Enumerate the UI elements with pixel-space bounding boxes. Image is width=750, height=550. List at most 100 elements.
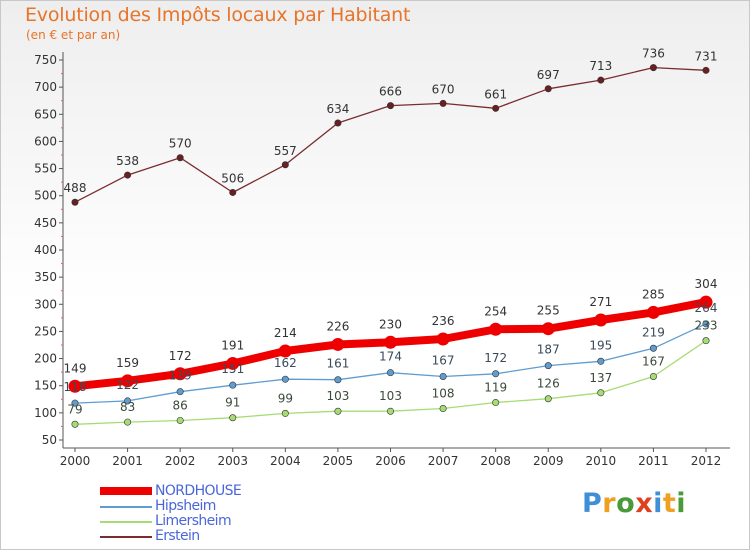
- data-label: 506: [221, 171, 244, 185]
- x-tick-label: 2004: [270, 454, 301, 468]
- x-tick-label: 2008: [480, 454, 511, 468]
- y-tick-label: 300: [34, 297, 57, 311]
- data-labels: 149 159 172 191 214 226 230 236 254 255 271 285 304 1…: [64, 47, 718, 417]
- data-point: [278, 344, 292, 358]
- data-point: [702, 320, 710, 328]
- data-point: [229, 414, 237, 422]
- chart-subtitle: (en € et par an): [26, 28, 121, 42]
- legend-swatch: [100, 536, 152, 538]
- data-point: [544, 362, 552, 370]
- legend-item-hipsheim: Hipsheim: [100, 499, 300, 514]
- data-label: 236: [432, 314, 455, 328]
- data-point: [439, 99, 447, 107]
- data-point: [544, 395, 552, 403]
- data-point: [492, 370, 500, 378]
- line-chart: 50 100 150 200 250 300 350 400 450 500 550 600 650 70…: [34, 47, 730, 468]
- data-label: 488: [64, 181, 87, 195]
- data-label: 731: [695, 49, 718, 63]
- legend-label: NORDHOUSE: [155, 483, 242, 499]
- data-label: 304: [695, 277, 718, 291]
- data-point: [702, 66, 710, 74]
- data-label: 557: [274, 144, 297, 158]
- data-label: 233: [695, 319, 718, 333]
- y-tick-label: 200: [34, 352, 57, 366]
- data-point: [176, 388, 184, 396]
- legend-item-limersheim: Limersheim: [100, 514, 300, 529]
- x-tick-label: 2006: [375, 454, 406, 468]
- data-label: 570: [169, 137, 192, 151]
- y-tick-label: 750: [34, 53, 57, 67]
- chart-title: Evolution des Impôts locaux par Habitant: [25, 4, 411, 26]
- legend-swatch: [100, 487, 152, 495]
- y-tick-label: 550: [34, 162, 57, 176]
- data-label: 195: [589, 338, 612, 352]
- data-label: 162: [274, 356, 297, 370]
- legend-item-nordhouse: NORDHOUSE: [100, 484, 300, 499]
- data-point: [386, 102, 394, 110]
- legend-label: Hipsheim: [155, 498, 216, 514]
- y-tick-label: 500: [34, 189, 57, 203]
- data-label: 214: [274, 326, 297, 340]
- data-point: [334, 376, 342, 384]
- data-label: 108: [432, 387, 455, 401]
- data-label: 661: [484, 87, 507, 101]
- data-point: [226, 356, 240, 370]
- data-label: 122: [116, 378, 139, 392]
- data-point: [597, 389, 605, 397]
- x-tick-label: 2002: [165, 454, 196, 468]
- data-label: 538: [116, 154, 139, 168]
- data-point: [124, 418, 132, 426]
- data-label: 119: [484, 381, 507, 395]
- series-layer: [68, 64, 713, 428]
- data-label: 285: [642, 287, 665, 301]
- data-point: [649, 372, 657, 380]
- series-hipsheim: [71, 320, 710, 407]
- x-tick-label: 2001: [112, 454, 143, 468]
- data-point: [594, 313, 608, 327]
- data-point: [176, 416, 184, 424]
- data-point: [597, 76, 605, 84]
- data-label: 137: [589, 371, 612, 385]
- data-point: [439, 405, 447, 413]
- x-tick-label: 2012: [691, 454, 722, 468]
- series-limersheim: [71, 337, 710, 428]
- data-label: 191: [221, 338, 244, 352]
- data-label: 255: [537, 304, 560, 318]
- data-label: 264: [695, 301, 718, 315]
- data-point: [121, 374, 135, 388]
- data-label: 230: [379, 317, 402, 331]
- data-point: [68, 379, 82, 393]
- data-label: 159: [116, 356, 139, 370]
- legend-swatch: [100, 521, 152, 523]
- data-point: [331, 337, 345, 351]
- data-point: [386, 407, 394, 415]
- data-point: [176, 154, 184, 162]
- proxiti-logo: Proxiti: [582, 488, 687, 519]
- data-label: 79: [67, 402, 82, 416]
- data-label: 91: [225, 396, 240, 410]
- data-point: [173, 367, 187, 381]
- x-tick-label: 2000: [60, 454, 91, 468]
- data-label: 126: [537, 377, 560, 391]
- data-point: [436, 332, 450, 346]
- data-point: [699, 295, 713, 309]
- y-tick-label: 350: [34, 270, 57, 284]
- data-label: 634: [326, 102, 349, 116]
- data-point: [124, 397, 132, 405]
- data-label: 187: [537, 343, 560, 357]
- series-erstein: [71, 64, 710, 206]
- data-label: 161: [326, 357, 349, 371]
- data-point: [71, 420, 79, 428]
- data-point: [386, 369, 394, 377]
- x-tick-label: 2009: [533, 454, 564, 468]
- data-label: 172: [484, 351, 507, 365]
- y-tick-label: 50: [42, 433, 57, 447]
- legend-label: Limersheim: [155, 513, 232, 529]
- data-point: [649, 64, 657, 72]
- data-label: 167: [642, 354, 665, 368]
- data-point: [492, 104, 500, 112]
- data-label: 99: [278, 391, 293, 405]
- data-label: 118: [64, 380, 87, 394]
- data-point: [489, 322, 503, 336]
